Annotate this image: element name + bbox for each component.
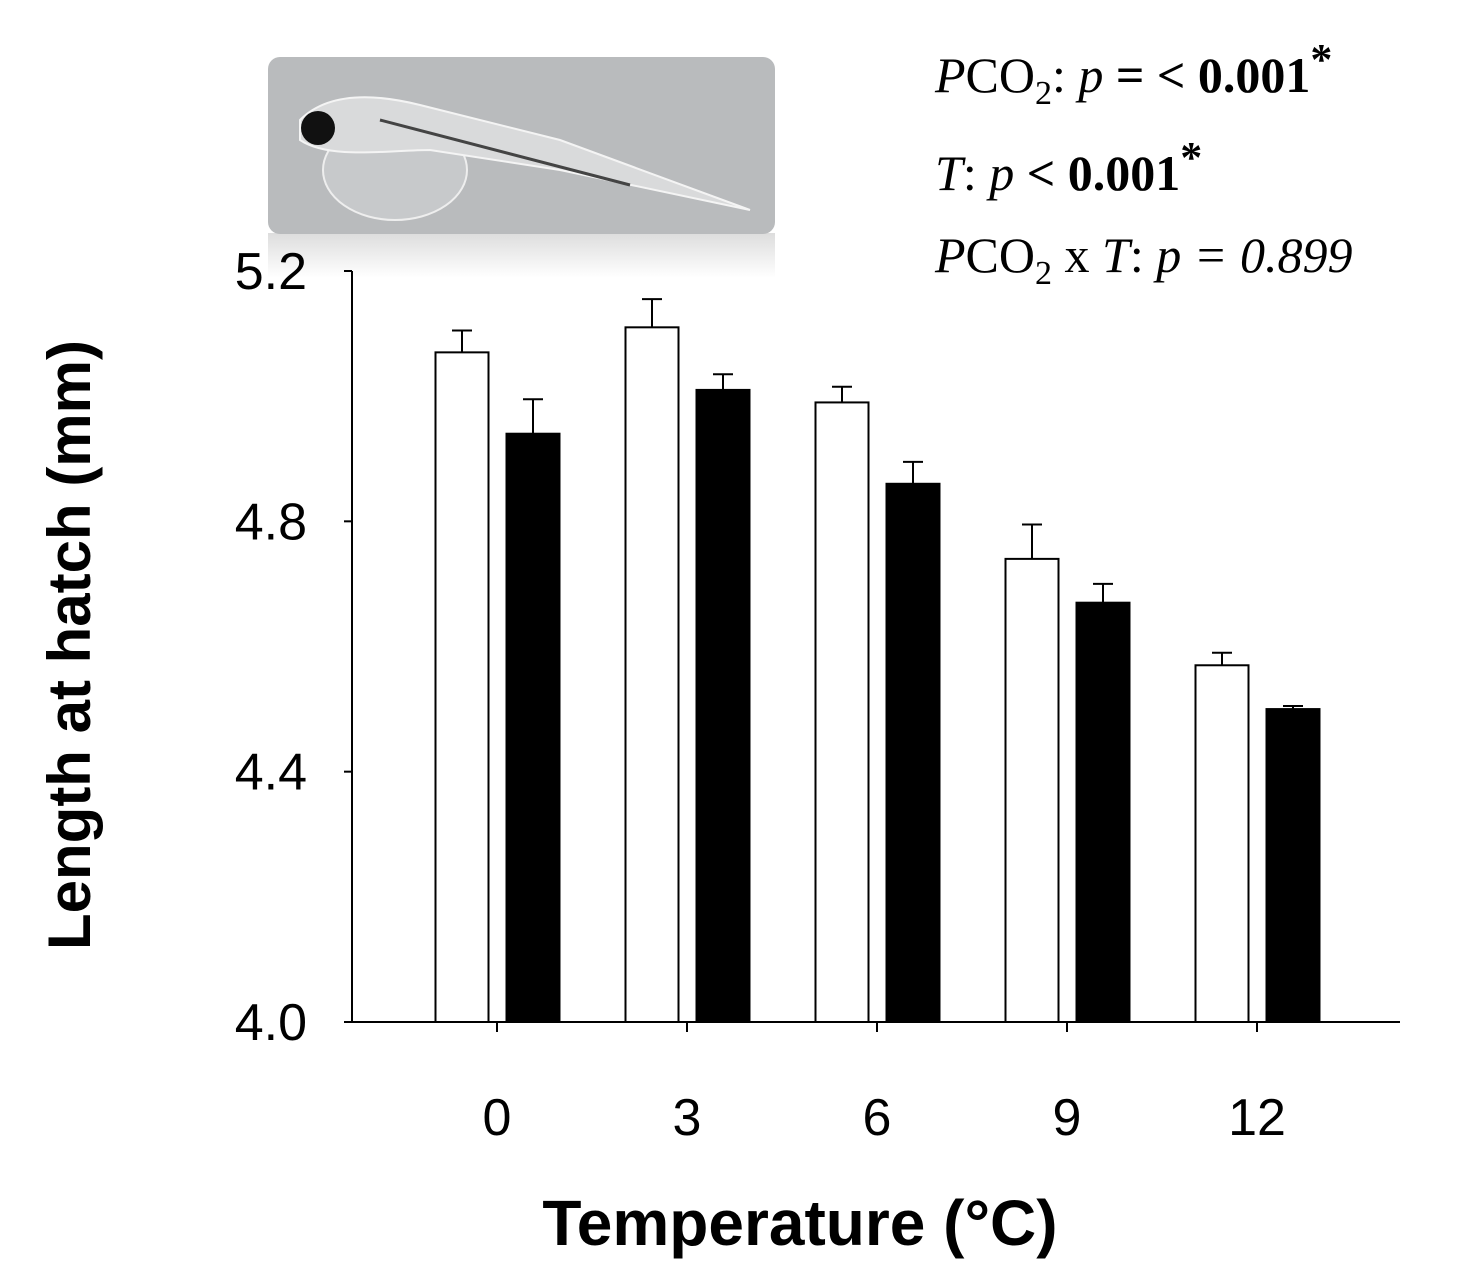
y-tick-label: 4.8 [235,493,307,551]
x-tick-label: 9 [1053,1089,1082,1147]
bar [624,326,680,1023]
y-axis-title: Length at hatch (mm) [36,340,103,950]
x-tick-label: 12 [1228,1089,1286,1147]
y-tick-label: 5.2 [235,243,307,301]
bar [1004,557,1060,1024]
bar [695,388,751,1023]
y-tick-label: 4.0 [235,994,307,1052]
bar [1194,664,1250,1024]
annotation: PCO2: p = < 0.001* [934,35,1332,112]
bar [505,432,561,1023]
larva-image [268,57,775,278]
x-tick-label: 0 [483,1089,512,1147]
x-tick-label: 6 [863,1089,892,1147]
annotation: PCO2 x T: p = 0.899 [934,227,1352,292]
bar [885,482,941,1023]
bar [1265,708,1321,1023]
bar [1075,601,1131,1023]
x-tick-label: 3 [673,1089,702,1147]
bar [814,401,870,1023]
bar [434,351,490,1023]
annotation: T: p < 0.001* [935,133,1202,201]
x-axis-title: Temperature (°C) [542,1187,1057,1259]
y-tick-label: 4.4 [235,744,307,802]
